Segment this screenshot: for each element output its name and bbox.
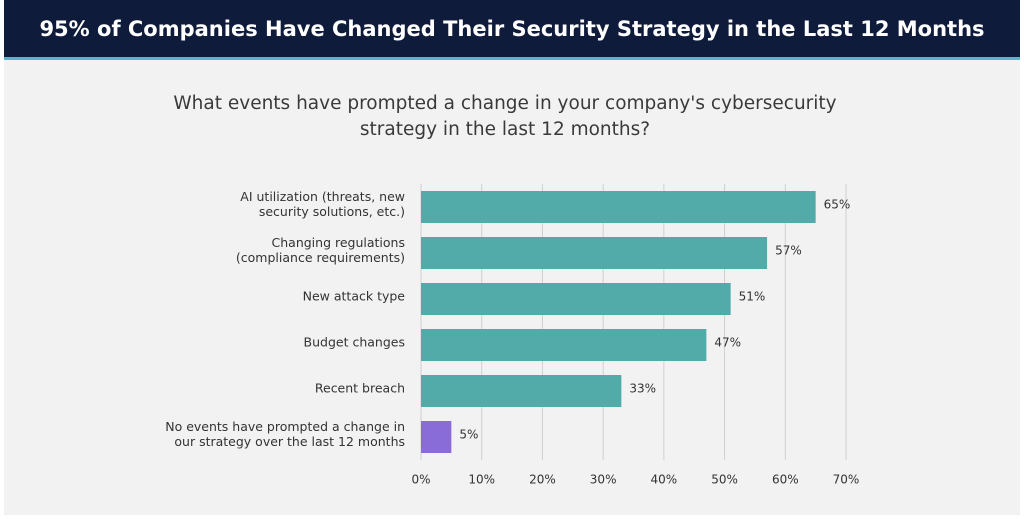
value-label: 5%	[459, 428, 478, 442]
bar	[421, 421, 452, 453]
value-label: 51%	[739, 290, 766, 304]
x-tick-label: 70%	[833, 473, 860, 487]
category-label: AI utilization (threats, new	[240, 189, 405, 204]
value-label: 47%	[714, 336, 741, 350]
x-tick-label: 30%	[590, 473, 617, 487]
category-label: Changing regulations	[272, 235, 405, 250]
category-label: our strategy over the last 12 months	[174, 434, 405, 449]
value-label: 65%	[824, 198, 851, 212]
header-band	[4, 0, 1020, 57]
bar	[421, 237, 768, 269]
x-tick-label: 50%	[711, 473, 738, 487]
bar	[421, 191, 816, 223]
bar	[421, 283, 731, 315]
value-label: 33%	[629, 382, 656, 396]
subtitle: What events have prompted a change in yo…	[173, 93, 836, 114]
category-label: New attack type	[303, 289, 406, 304]
bar	[421, 329, 707, 361]
value-label: 57%	[775, 244, 802, 258]
header-rule	[4, 57, 1020, 60]
chart-title: 95% of Companies Have Changed Their Secu…	[39, 17, 984, 41]
category-label: security solutions, etc.)	[259, 204, 405, 219]
x-tick-label: 40%	[651, 473, 678, 487]
x-tick-label: 10%	[468, 473, 495, 487]
subtitle: strategy in the last 12 months?	[360, 119, 650, 140]
bar	[421, 375, 622, 407]
x-tick-label: 20%	[529, 473, 556, 487]
category-label: Recent breach	[315, 381, 405, 396]
x-tick-label: 0%	[411, 473, 430, 487]
category-label: No events have prompted a change in	[165, 419, 405, 434]
category-label: Budget changes	[304, 335, 405, 350]
x-tick-label: 60%	[772, 473, 799, 487]
category-label: (compliance requirements)	[236, 250, 405, 265]
